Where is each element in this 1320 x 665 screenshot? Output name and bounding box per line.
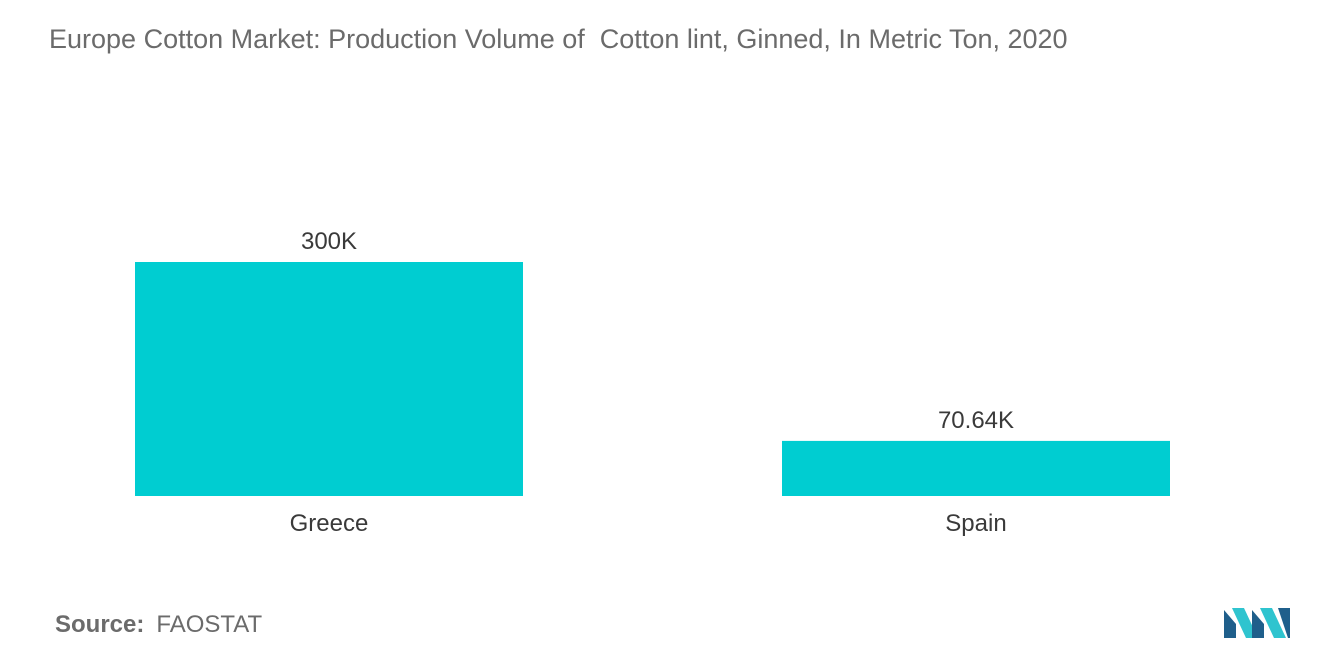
chart-title: Europe Cotton Market: Production Volume …: [49, 24, 1068, 54]
data-label-greece: 300K: [301, 228, 357, 255]
bar-chart: 300K Greece 70.64K Spain: [135, 228, 1170, 537]
category-label-greece: Greece: [290, 510, 369, 537]
mordor-intelligence-logo-icon: [1224, 608, 1290, 638]
source-note: Source: FAOSTAT: [55, 611, 262, 639]
data-label-spain: 70.64K: [938, 407, 1014, 434]
category-label-spain: Spain: [945, 510, 1006, 537]
source-label: Source:: [55, 611, 145, 638]
source-value: FAOSTAT: [156, 611, 263, 638]
bar-greece: [135, 262, 523, 496]
bar-spain: [782, 440, 1170, 496]
bars-group: 300K Greece 70.64K Spain: [135, 228, 1170, 537]
